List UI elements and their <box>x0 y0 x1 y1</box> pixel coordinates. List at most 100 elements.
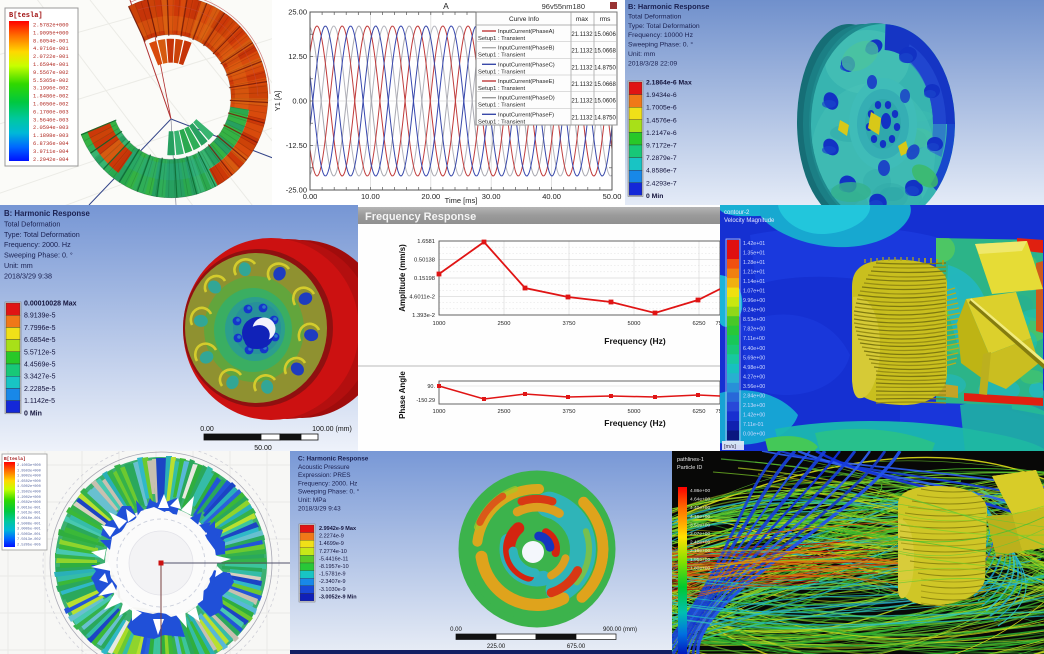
svg-text:Particle ID: Particle ID <box>677 465 702 471</box>
svg-text:7.2879e-7: 7.2879e-7 <box>646 155 677 162</box>
svg-text:5.5365e-002: 5.5365e-002 <box>33 78 69 84</box>
svg-text:9.5567e-002: 9.5567e-002 <box>33 70 69 76</box>
svg-text:InputCurrent(PhaseA): InputCurrent(PhaseA) <box>498 29 554 35</box>
svg-text:2.16e+00: 2.16e+00 <box>690 548 710 554</box>
svg-text:1.6594e-001: 1.6594e-001 <box>33 62 69 68</box>
svg-text:pathlines-1: pathlines-1 <box>677 457 704 463</box>
svg-text:Expression: PRES: Expression: PRES <box>298 472 351 479</box>
svg-text:1.1898e-003: 1.1898e-003 <box>33 133 69 139</box>
svg-text:6.1700e-003: 6.1700e-003 <box>33 109 69 115</box>
svg-text:1.2147e-6: 1.2147e-6 <box>646 130 677 137</box>
svg-text:6.40e+00: 6.40e+00 <box>743 346 765 352</box>
svg-text:1.14e+01: 1.14e+01 <box>743 279 765 285</box>
svg-text:5000: 5000 <box>628 409 641 415</box>
svg-text:InputCurrent(PhaseB): InputCurrent(PhaseB) <box>498 46 554 52</box>
svg-text:1.3502e+000: 1.3502e+000 <box>17 491 41 495</box>
svg-text:9.7172e-7: 9.7172e-7 <box>646 143 677 150</box>
svg-text:Time [ms]: Time [ms] <box>445 196 478 205</box>
svg-text:2.4293e-7: 2.4293e-7 <box>646 180 677 187</box>
svg-text:7.82e+00: 7.82e+00 <box>743 327 765 333</box>
svg-text:-5.4416e-11: -5.4416e-11 <box>319 556 348 562</box>
svg-text:0 Min: 0 Min <box>24 410 42 417</box>
svg-text:Frequency (Hz): Frequency (Hz) <box>604 336 666 346</box>
svg-text:Frequency (Hz): Frequency (Hz) <box>604 418 666 428</box>
svg-text:2500: 2500 <box>498 409 511 415</box>
svg-text:0.00010028 Max: 0.00010028 Max <box>24 301 77 308</box>
svg-text:Total Deformation: Total Deformation <box>4 219 60 228</box>
svg-text:7.5013e-002: 7.5013e-002 <box>17 538 41 542</box>
svg-text:7500: 7500 <box>716 321 720 327</box>
svg-text:3.0005e-001: 3.0005e-001 <box>17 528 41 532</box>
svg-text:3.07e+00: 3.07e+00 <box>690 531 710 537</box>
svg-text:B: Harmonic Response: B: Harmonic Response <box>628 2 709 11</box>
svg-text:Unit: mm: Unit: mm <box>628 51 656 58</box>
svg-text:10.00: 10.00 <box>361 192 380 201</box>
svg-text:[m/s]: [m/s] <box>724 444 736 450</box>
svg-text:Unit: MPa: Unit: MPa <box>298 497 327 504</box>
svg-text:3.1996e-002: 3.1996e-002 <box>33 86 69 92</box>
svg-text:1.6581: 1.6581 <box>417 239 435 245</box>
svg-text:4.27e+00: 4.27e+00 <box>743 374 765 380</box>
svg-text:Acoustic Pressure: Acoustic Pressure <box>298 464 350 471</box>
svg-text:7.11e+00: 7.11e+00 <box>743 336 765 342</box>
svg-text:1.7005e-6: 1.7005e-6 <box>646 105 677 112</box>
svg-text:3.5646e-003: 3.5646e-003 <box>33 117 69 123</box>
svg-text:15.0668: 15.0668 <box>594 49 616 55</box>
svg-text:675.00: 675.00 <box>567 644 586 650</box>
svg-text:2.42e+00: 2.42e+00 <box>690 540 710 546</box>
svg-text:8.53e+00: 8.53e+00 <box>743 317 765 323</box>
svg-text:0.00: 0.00 <box>292 97 307 106</box>
svg-text:15.0668: 15.0668 <box>594 82 616 88</box>
svg-text:4.9716e-001: 4.9716e-001 <box>33 46 69 52</box>
svg-text:2.0594e-003: 2.0594e-003 <box>33 125 69 131</box>
svg-text:Frequency: 2000. Hz: Frequency: 2000. Hz <box>4 240 71 249</box>
svg-text:Frequency: 2000. Hz: Frequency: 2000. Hz <box>298 480 357 487</box>
svg-text:Velocity Magnitude: Velocity Magnitude <box>724 218 775 224</box>
svg-text:1.4576e-6: 1.4576e-6 <box>646 117 677 124</box>
svg-text:Setup1 : Transient: Setup1 : Transient <box>478 36 525 42</box>
svg-text:max: max <box>576 16 589 23</box>
svg-text:2.5205e-005: 2.5205e-005 <box>17 544 41 548</box>
svg-text:0.00e+00: 0.00e+00 <box>743 432 765 438</box>
svg-text:-2.3407e-9: -2.3407e-9 <box>319 579 346 585</box>
svg-text:1000: 1000 <box>433 321 446 327</box>
svg-text:B[tesla]: B[tesla] <box>9 12 43 20</box>
svg-text:Frequency: 10000 Hz: Frequency: 10000 Hz <box>628 32 694 39</box>
svg-text:20.00: 20.00 <box>421 192 440 201</box>
svg-text:1.42e+00: 1.42e+00 <box>743 412 765 418</box>
svg-text:1.5003e-001: 1.5003e-001 <box>17 533 41 537</box>
svg-text:C: Harmonic Response: C: Harmonic Response <box>298 456 369 463</box>
svg-text:-150.29: -150.29 <box>416 398 435 404</box>
svg-text:3.9711e-004: 3.9711e-004 <box>33 149 69 155</box>
svg-text:Sweeping Phase: 0. °: Sweeping Phase: 0. ° <box>4 251 73 260</box>
svg-text:0.00: 0.00 <box>303 192 318 201</box>
svg-text:Sweeping Phase: 0. °: Sweeping Phase: 0. ° <box>628 41 693 49</box>
svg-text:Frequency Response: Frequency Response <box>365 211 476 223</box>
svg-text:8.6054e-001: 8.6054e-001 <box>33 38 69 44</box>
svg-text:-1.5781e-9: -1.5781e-9 <box>319 572 346 578</box>
svg-text:15.0606: 15.0606 <box>594 99 616 105</box>
svg-text:1.5002e+000: 1.5002e+000 <box>17 485 41 489</box>
svg-text:-25.00: -25.00 <box>286 186 307 195</box>
svg-text:B: Harmonic Response: B: Harmonic Response <box>4 209 90 218</box>
svg-text:InputCurrent(PhaseC): InputCurrent(PhaseC) <box>498 62 555 68</box>
svg-text:3750: 3750 <box>563 409 576 415</box>
svg-text:0.15198: 0.15198 <box>414 276 435 282</box>
svg-text:1.35e+01: 1.35e+01 <box>743 251 765 257</box>
svg-text:Setup1 : Transient: Setup1 : Transient <box>478 69 525 75</box>
svg-text:4.6011e-2: 4.6011e-2 <box>409 295 435 301</box>
svg-text:6250: 6250 <box>693 321 706 327</box>
svg-text:90.: 90. <box>427 384 435 390</box>
svg-text:1.8002e+000: 1.8002e+000 <box>17 475 41 479</box>
svg-text:6250: 6250 <box>693 409 706 415</box>
svg-text:Setup1 : Transient: Setup1 : Transient <box>478 86 525 92</box>
svg-text:0.00: 0.00 <box>450 627 462 633</box>
svg-text:21.1132: 21.1132 <box>571 99 593 105</box>
svg-text:1.1142e-5: 1.1142e-5 <box>24 398 55 405</box>
svg-text:1.9434e-6: 1.9434e-6 <box>646 92 677 99</box>
svg-text:6.8736e-004: 6.8736e-004 <box>33 141 69 147</box>
svg-text:12.50: 12.50 <box>288 52 307 61</box>
svg-text:7.7996e-5: 7.7996e-5 <box>24 325 56 332</box>
svg-text:InputCurrent(PhaseE): InputCurrent(PhaseE) <box>498 79 554 85</box>
svg-text:Phase Angle: Phase Angle <box>398 371 407 419</box>
